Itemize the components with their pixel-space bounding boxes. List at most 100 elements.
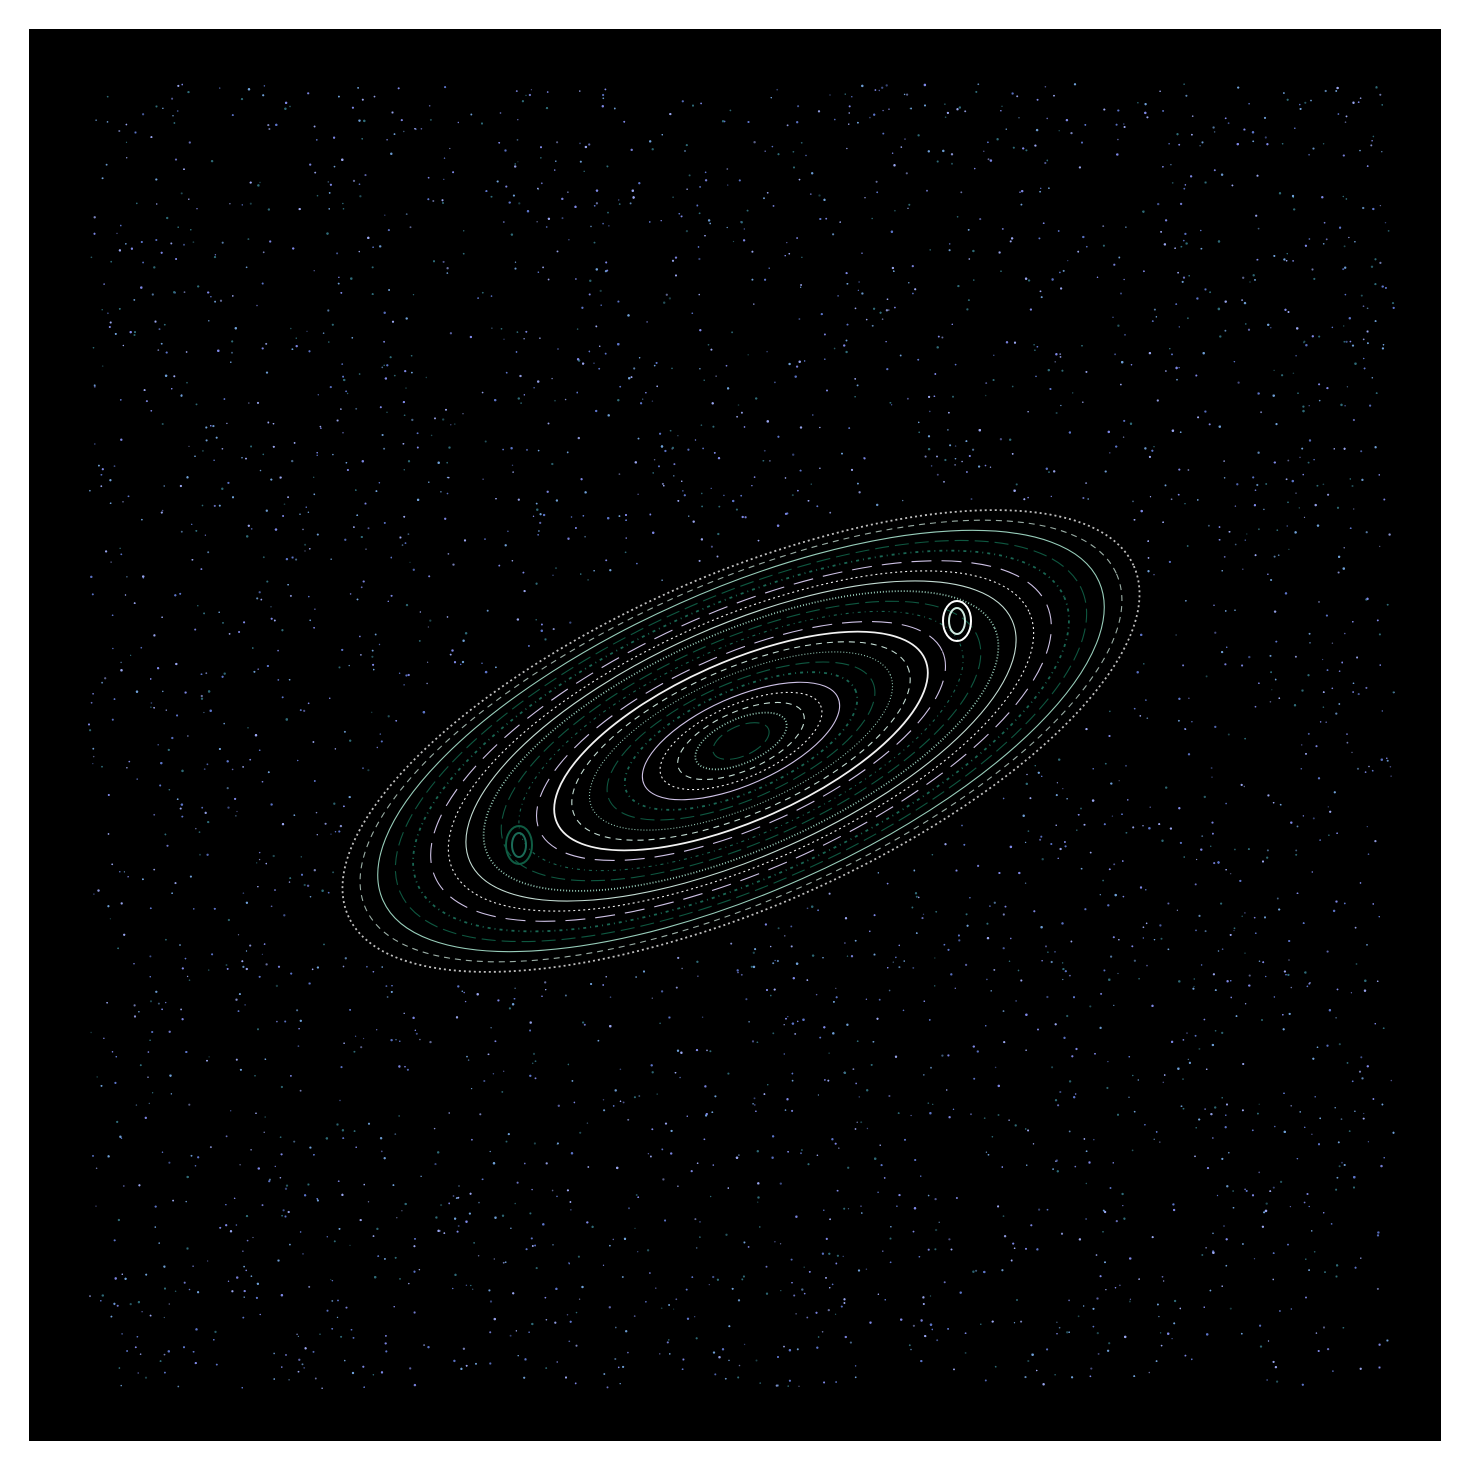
chaotic-dot — [944, 116, 947, 118]
chaotic-dot — [378, 643, 381, 646]
chaotic-dot — [634, 1227, 636, 1230]
chaotic-dot — [1178, 326, 1180, 328]
chaotic-dot — [464, 1000, 467, 1003]
chaotic-dot — [1243, 785, 1246, 788]
chaotic-dot — [1188, 697, 1190, 699]
chaotic-dot — [257, 668, 259, 670]
chaotic-dot — [135, 1104, 138, 1106]
chaotic-dot — [149, 955, 152, 958]
chaotic-dot — [265, 342, 268, 345]
chaotic-dot — [406, 1068, 409, 1071]
chaotic-dot — [606, 1386, 609, 1389]
chaotic-dot — [449, 147, 451, 150]
chaotic-dot — [777, 927, 780, 930]
chaotic-dot — [1186, 1032, 1188, 1034]
chaotic-dot — [534, 1077, 537, 1080]
chaotic-dot — [698, 559, 701, 562]
chaotic-dot — [1214, 631, 1217, 634]
chaotic-dot — [231, 351, 233, 354]
chaotic-dot — [602, 1264, 605, 1266]
chaotic-dot — [1117, 138, 1119, 141]
chaotic-dot — [201, 806, 204, 809]
chaotic-dot — [185, 1200, 187, 1203]
chaotic-dot — [386, 139, 388, 141]
chaotic-dot — [1258, 1171, 1261, 1174]
chaotic-dot — [1317, 777, 1321, 780]
chaotic-dot — [1315, 745, 1318, 748]
chaotic-dot — [429, 118, 432, 121]
chaotic-dot — [1379, 93, 1382, 96]
chaotic-dot — [609, 996, 612, 998]
chaotic-dot — [1128, 1300, 1131, 1303]
chaotic-dot — [128, 760, 131, 763]
chaotic-dot — [1129, 1298, 1132, 1300]
chaotic-dot — [405, 387, 407, 389]
chaotic-dot — [457, 1225, 460, 1227]
chaotic-dot — [293, 1140, 296, 1143]
chaotic-dot — [1102, 225, 1105, 228]
chaotic-dot — [267, 124, 270, 127]
chaotic-dot — [297, 1335, 300, 1338]
chaotic-dot — [970, 498, 973, 500]
chaotic-dot — [577, 436, 580, 440]
chaotic-dot — [699, 1221, 701, 1223]
chaotic-dot — [89, 729, 92, 732]
chaotic-dot — [100, 485, 103, 488]
chaotic-dot — [345, 1306, 348, 1309]
chaotic-dot — [261, 953, 263, 955]
chaotic-dot — [188, 141, 191, 144]
chaotic-dot — [1307, 732, 1310, 735]
chaotic-dot — [685, 230, 689, 233]
plot-background — [29, 29, 1441, 1441]
chaotic-dot — [566, 1314, 569, 1316]
chaotic-dot — [1253, 1258, 1256, 1260]
chaotic-dot — [312, 1350, 315, 1353]
chaotic-dot — [1205, 675, 1208, 678]
chaotic-dot — [1107, 1060, 1109, 1063]
chaotic-dot — [1114, 353, 1117, 356]
chaotic-dot — [176, 110, 179, 112]
chaotic-dot — [1059, 1090, 1062, 1094]
chaotic-dot — [490, 1027, 492, 1029]
chaotic-dot — [1346, 741, 1349, 744]
chaotic-dot — [618, 473, 621, 475]
chaotic-dot — [1110, 955, 1113, 958]
chaotic-dot — [1269, 654, 1272, 657]
chaotic-dot — [714, 1373, 717, 1376]
chaotic-dot — [1341, 1161, 1343, 1164]
chaotic-dot — [1272, 1186, 1275, 1189]
chaotic-dot — [829, 94, 831, 96]
chaotic-dot — [157, 349, 160, 351]
chaotic-dot — [772, 204, 775, 207]
chaotic-dot — [183, 291, 186, 293]
chaotic-dot — [1295, 849, 1298, 852]
chaotic-dot — [1072, 392, 1074, 394]
chaotic-dot — [180, 1008, 183, 1011]
chaotic-dot — [168, 1303, 171, 1305]
chaotic-dot — [1115, 1219, 1118, 1223]
chaotic-dot — [801, 1288, 804, 1291]
chaotic-dot — [694, 1316, 696, 1318]
chaotic-dot — [628, 1207, 630, 1210]
chaotic-dot — [493, 1258, 495, 1260]
chaotic-dot — [1327, 806, 1329, 808]
chaotic-dot — [774, 1241, 776, 1243]
chaotic-dot — [104, 677, 107, 680]
chaotic-dot — [1013, 1322, 1016, 1324]
chaotic-dot — [668, 297, 672, 300]
chaotic-dot — [979, 218, 982, 221]
chaotic-dot — [564, 994, 567, 997]
chaotic-dot — [1381, 151, 1383, 153]
chaotic-dot — [535, 1267, 538, 1270]
chaotic-dot — [1156, 399, 1159, 402]
chaotic-dot — [1214, 725, 1217, 729]
chaotic-dot — [1335, 1188, 1338, 1191]
chaotic-dot — [442, 418, 445, 421]
chaotic-dot — [478, 1201, 480, 1204]
chaotic-dot — [504, 544, 507, 547]
chaotic-dot — [258, 591, 261, 594]
chaotic-dot — [964, 110, 967, 113]
chaotic-dot — [829, 511, 832, 514]
chaotic-dot — [1167, 902, 1170, 905]
chaotic-dot — [262, 556, 265, 559]
